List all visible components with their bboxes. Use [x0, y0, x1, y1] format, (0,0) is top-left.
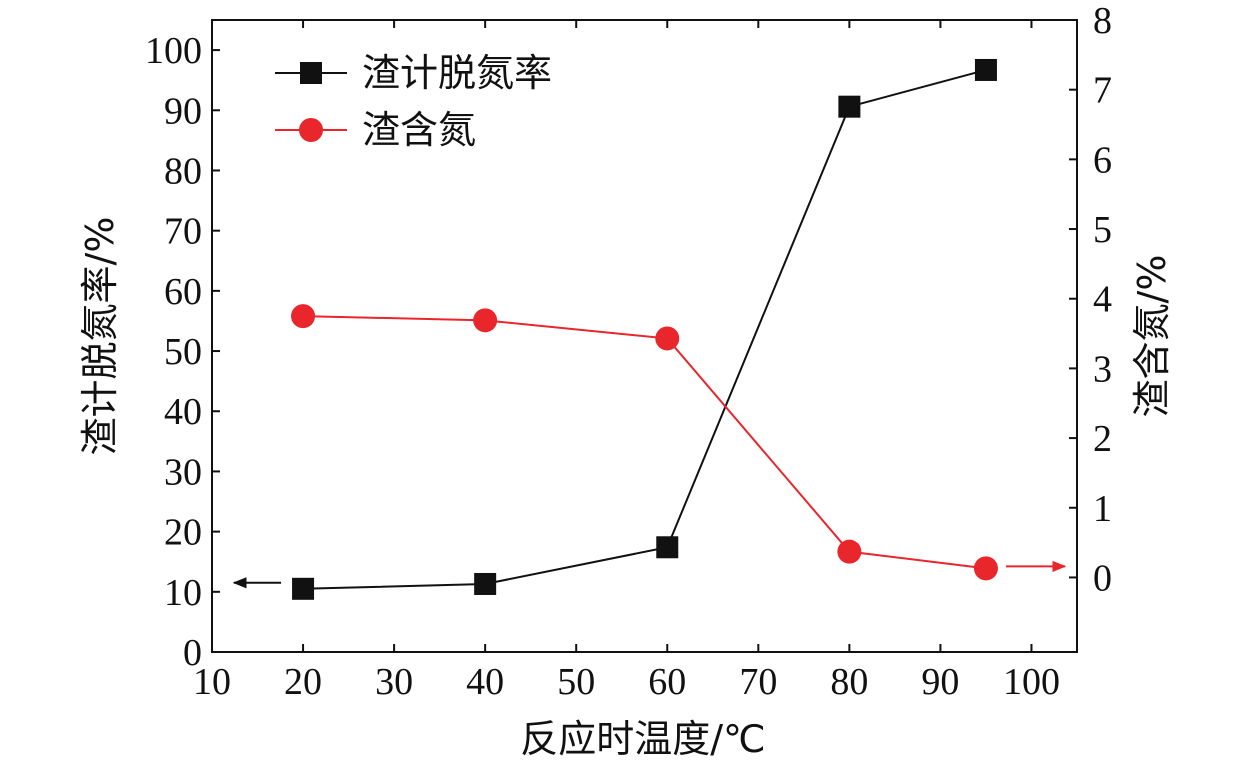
x-tick-label: 80 [830, 661, 868, 703]
x-tick-label: 70 [739, 661, 777, 703]
y-right-tick-label: 4 [1093, 279, 1112, 321]
x-tick-label: 30 [375, 661, 413, 703]
axis-ticks: 10 20 30 40 50 60 70 80 90 1000102030405060708090… [145, 0, 1112, 703]
y-right-tick-label: 6 [1093, 139, 1112, 181]
y-left-tick-label: 50 [164, 331, 202, 373]
plot-frame [211, 19, 1078, 653]
data-point-square [474, 572, 497, 595]
data-point-circle [973, 556, 998, 581]
x-tick-label: 10 [193, 661, 231, 703]
y-right-tick-label: 1 [1093, 488, 1112, 530]
series-line-2 [303, 315, 987, 570]
y-left-tick-label: 70 [164, 211, 202, 253]
x-axis-title: 反应时温度/℃ [520, 717, 765, 761]
y-left-tick-label: 80 [164, 150, 202, 192]
data-point-square [838, 95, 861, 118]
legend-label: 渣含氮 [362, 108, 476, 152]
y-left-tick-label: 20 [164, 512, 202, 554]
y-right-tick-label: 8 [1093, 0, 1112, 42]
y-right-tick-label: 0 [1093, 557, 1112, 599]
series-layer [232, 58, 1067, 600]
data-point-square [292, 577, 315, 600]
data-point-square [974, 58, 997, 81]
y-left-tick-label: 90 [164, 90, 202, 132]
x-tick-label: 90 [921, 661, 959, 703]
y-left-tick-label: 10 [164, 572, 202, 614]
x-tick-label: 40 [466, 661, 504, 703]
legend-label: 渣计脱氮率 [362, 51, 552, 95]
data-point-circle [655, 326, 680, 351]
y-right-tick-label: 5 [1093, 209, 1112, 251]
legend-marker-square [300, 62, 322, 84]
y-right-tick-label: 7 [1093, 70, 1112, 112]
data-point-circle [291, 304, 316, 329]
y-right-tick-label: 2 [1093, 418, 1112, 460]
y-left-tick-label: 30 [164, 451, 202, 493]
y-left-tick-label: 0 [183, 632, 202, 674]
data-point-square [656, 536, 679, 559]
y-axis-right-title: 渣含氮/% [1130, 255, 1174, 418]
legend-marker-circle [299, 118, 323, 142]
y-left-tick-label: 100 [145, 30, 202, 72]
x-tick-label: 100 [1003, 661, 1060, 703]
y-left-tick-label: 60 [164, 271, 202, 313]
x-tick-label: 50 [557, 661, 595, 703]
data-point-circle [473, 308, 498, 333]
x-tick-label: 60 [648, 661, 686, 703]
data-point-circle [837, 539, 862, 564]
x-tick-label: 20 [284, 661, 322, 703]
y-right-tick-label: 3 [1093, 348, 1112, 390]
y-left-tick-label: 40 [164, 391, 202, 433]
y-axis-left-title: 渣计脱氮率/% [78, 217, 122, 456]
